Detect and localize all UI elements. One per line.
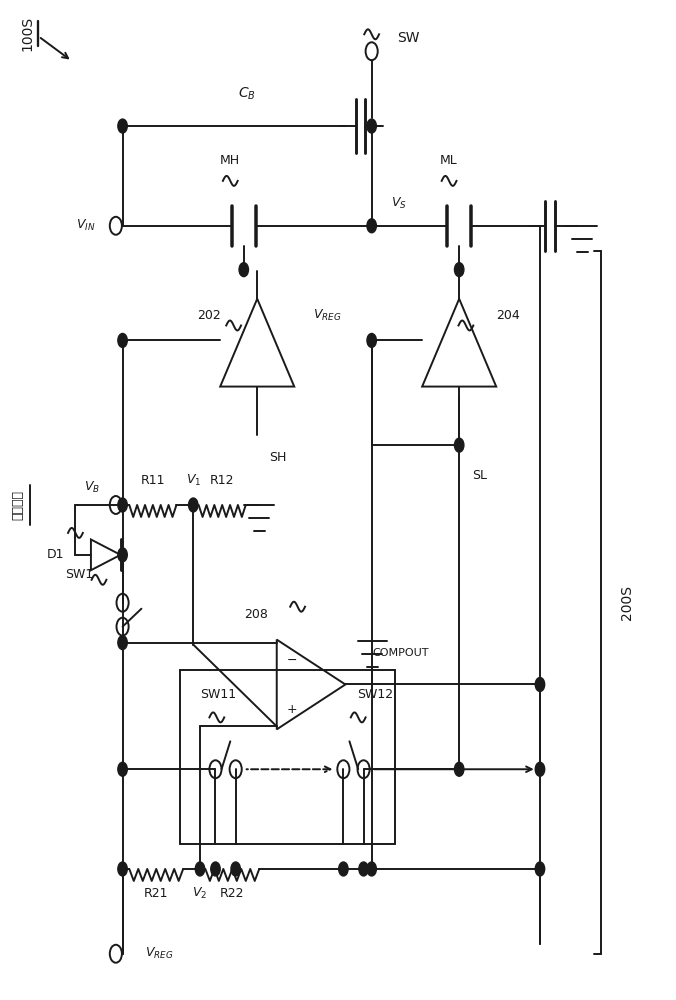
Text: $V_{IN}$: $V_{IN}$ (76, 218, 95, 233)
Circle shape (339, 862, 348, 876)
Text: D1: D1 (47, 548, 64, 561)
Circle shape (535, 678, 545, 691)
Circle shape (189, 498, 198, 512)
Text: $C_B$: $C_B$ (238, 86, 256, 102)
Text: $V_B$: $V_B$ (84, 479, 100, 495)
Text: $V_S$: $V_S$ (391, 196, 406, 211)
Circle shape (118, 862, 127, 876)
Circle shape (454, 438, 464, 452)
Text: 100S: 100S (20, 16, 34, 51)
Text: 208: 208 (244, 608, 268, 621)
Text: 200S: 200S (621, 585, 635, 620)
Circle shape (118, 333, 127, 347)
Text: COMPOUT: COMPOUT (372, 648, 429, 658)
Circle shape (231, 862, 241, 876)
Text: $V_{REG}$: $V_{REG}$ (313, 308, 341, 323)
Text: $-$: $-$ (286, 653, 297, 666)
Circle shape (367, 119, 377, 133)
Text: ML: ML (440, 154, 458, 167)
Text: $V_2$: $V_2$ (193, 886, 208, 901)
Text: $V_{REG}$: $V_{REG}$ (145, 946, 174, 961)
Text: 202: 202 (197, 309, 220, 322)
Text: R21: R21 (144, 887, 168, 900)
Circle shape (239, 263, 249, 277)
Circle shape (454, 263, 464, 277)
Circle shape (367, 219, 377, 233)
Text: R22: R22 (220, 887, 245, 900)
Circle shape (211, 862, 220, 876)
Text: SL: SL (472, 469, 487, 482)
Text: R12: R12 (210, 474, 235, 487)
Circle shape (118, 636, 127, 650)
Text: 现有技术: 现有技术 (11, 490, 25, 520)
Circle shape (118, 119, 127, 133)
Circle shape (367, 862, 377, 876)
Text: 204: 204 (496, 309, 520, 322)
Text: MH: MH (220, 154, 241, 167)
Circle shape (118, 548, 127, 562)
Circle shape (454, 762, 464, 776)
Circle shape (195, 862, 205, 876)
Text: SH: SH (269, 451, 286, 464)
Text: SW: SW (397, 31, 420, 45)
Text: $V_1$: $V_1$ (186, 473, 201, 488)
Circle shape (118, 762, 127, 776)
Text: SW1: SW1 (65, 568, 93, 581)
Bar (180, 670, 395, 844)
Text: SW11: SW11 (200, 688, 236, 701)
Text: SW12: SW12 (357, 688, 393, 701)
Text: $+$: $+$ (286, 703, 297, 716)
Circle shape (118, 498, 127, 512)
Circle shape (535, 862, 545, 876)
Circle shape (359, 862, 368, 876)
Text: R11: R11 (141, 474, 165, 487)
Circle shape (367, 333, 377, 347)
Circle shape (535, 762, 545, 776)
